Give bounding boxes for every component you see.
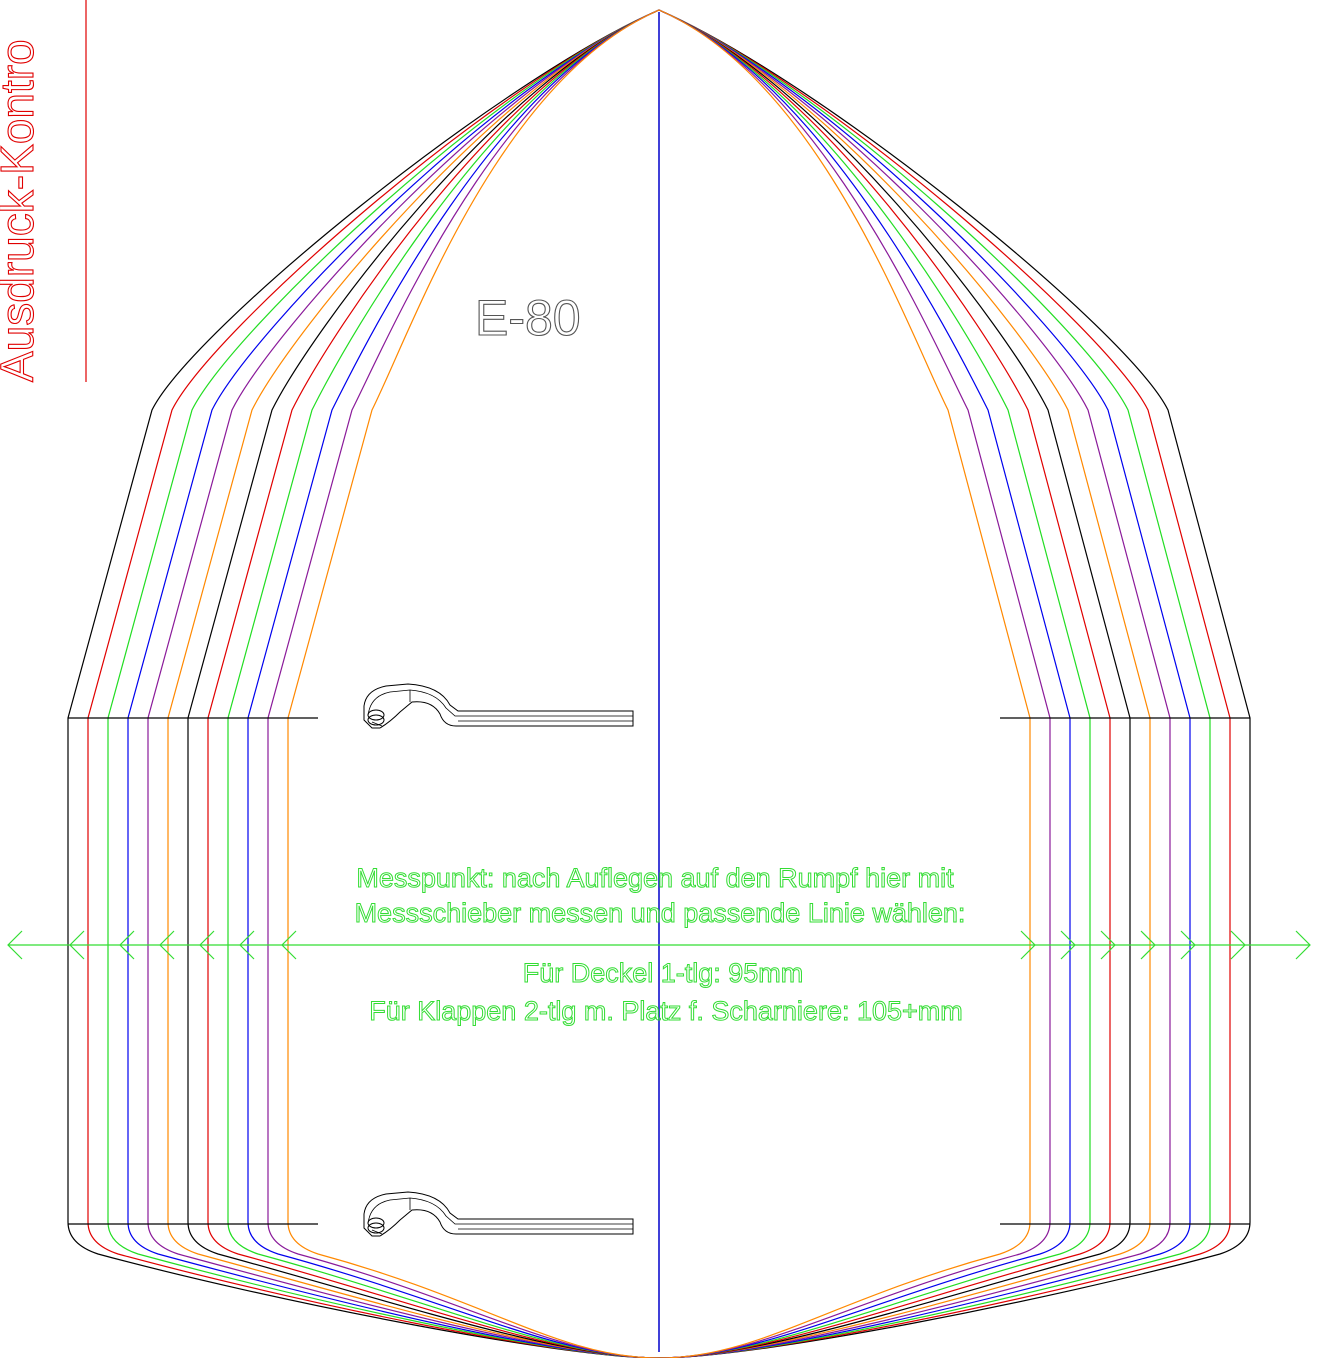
arrow-right-icon [1295, 930, 1311, 960]
hinge-icon [363, 683, 634, 729]
arrow-left-icon [119, 930, 135, 960]
arrow-left-icon [239, 930, 255, 960]
arrow-left-icon [159, 930, 175, 960]
arrow-right-icon [1060, 930, 1076, 960]
outline-curve [147, 9, 1171, 1358]
outline-curve [247, 9, 1071, 1358]
measurement-arrows [7, 930, 1311, 960]
straight-segment-rules [68, 717, 1250, 1225]
outline-curve [207, 9, 1111, 1358]
side-label: Ausdruck-Kontro [0, 39, 43, 382]
note-line-4: Für Klappen 2-tlg m. Platz f. Scharniere… [369, 996, 963, 1026]
arrow-left-icon [281, 930, 297, 960]
outline-curve [107, 9, 1211, 1358]
arrow-left-icon [7, 930, 23, 960]
arrow-left-icon [69, 930, 85, 960]
outline-curve [167, 9, 1151, 1358]
outline-curve [267, 9, 1051, 1358]
outline-curve [187, 9, 1131, 1358]
outline-curve [287, 9, 1031, 1358]
arrow-right-icon [1100, 930, 1116, 960]
outline-curve [87, 9, 1231, 1358]
hinge-icon [363, 1191, 634, 1237]
outline-curve [127, 9, 1191, 1358]
arrow-right-icon [1140, 930, 1156, 960]
arrow-right-icon [1020, 930, 1036, 960]
note-line-1: Messpunkt: nach Auflegen auf den Rumpf h… [356, 863, 954, 893]
arrow-right-icon [1230, 930, 1246, 960]
model-label: E-80 [475, 290, 581, 346]
note-line-3: Für Deckel 1-tlg: 95mm [523, 958, 804, 988]
arrow-right-icon [1180, 930, 1196, 960]
arrow-left-icon [199, 930, 215, 960]
outline-curve [67, 9, 1251, 1358]
outline-curve [227, 9, 1091, 1358]
outline-curves [67, 9, 1251, 1358]
note-line-2: Messschieber messen und passende Linie w… [355, 898, 966, 928]
